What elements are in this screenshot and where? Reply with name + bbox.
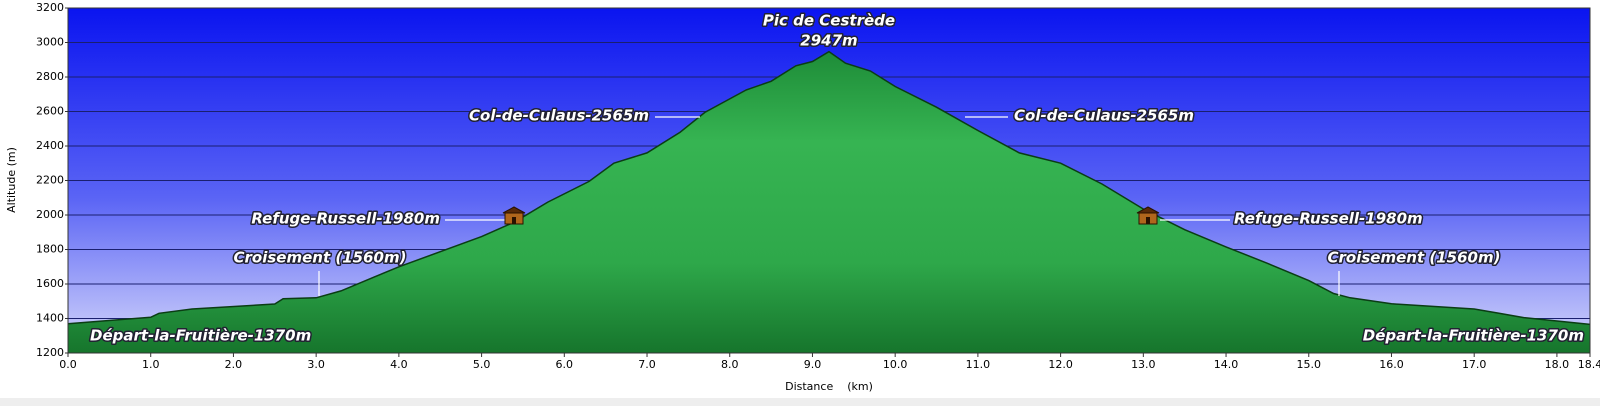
annotation: Col-de-Culaus-2565m [469, 107, 649, 125]
y-tick-label: 2200 [36, 174, 64, 187]
y-axis-title: Altitude (m) [5, 147, 18, 213]
y-tick-label: 1200 [36, 346, 64, 359]
hut-door [512, 217, 516, 224]
annotation: Pic de Cestrède [763, 12, 895, 30]
y-tick-label: 2600 [36, 105, 64, 118]
x-tick-label: 18.4 [1578, 358, 1600, 371]
y-tick-label: 1600 [36, 277, 64, 290]
footer-strip [0, 398, 1600, 406]
y-tick-label: 1800 [36, 243, 64, 256]
x-tick-label: 2.0 [225, 358, 243, 371]
annotation: Refuge-Russell-1980m [1234, 210, 1423, 228]
annotation: Col-de-Culaus-2565m [1014, 107, 1194, 125]
x-tick-label: 18.0 [1545, 358, 1570, 371]
y-tick-label: 3000 [36, 36, 64, 49]
annotation: Départ-la-Fruitière-1370m [90, 327, 311, 345]
annotation: Départ-la-Fruitière-1370m [1363, 327, 1584, 345]
profile-line [67, 50, 1591, 326]
hut-door [1146, 217, 1150, 224]
y-tick-label: 1400 [36, 312, 64, 325]
hut-icon [502, 206, 526, 225]
x-tick-label: 12.0 [1048, 358, 1073, 371]
x-tick-label: 0.0 [59, 358, 77, 371]
x-tick-label: 1.0 [142, 358, 160, 371]
x-tick-label: 6.0 [556, 358, 574, 371]
x-tick-label: 17.0 [1462, 358, 1487, 371]
hut-icon [1136, 206, 1160, 225]
x-axis-title: Distance (km) [785, 380, 873, 393]
x-tick-label: 14.0 [1214, 358, 1239, 371]
annotation: Croisement (1560m) [1328, 249, 1501, 267]
y-tick-label: 3200 [36, 1, 64, 14]
x-tick-label: 7.0 [638, 358, 656, 371]
y-tick-label: 2000 [36, 208, 64, 221]
x-tick-label: 4.0 [390, 358, 408, 371]
annotation: 2947m [800, 32, 857, 50]
x-tick-label: 5.0 [473, 358, 491, 371]
x-tick-label: 16.0 [1379, 358, 1404, 371]
x-tick-label: 3.0 [307, 358, 325, 371]
x-tick-label: 11.0 [966, 358, 991, 371]
x-tick-label: 10.0 [883, 358, 908, 371]
x-tick-label: 8.0 [721, 358, 739, 371]
annotation: Croisement (1560m) [234, 249, 407, 267]
x-tick-label: 13.0 [1131, 358, 1156, 371]
annotation: Refuge-Russell-1980m [251, 210, 440, 228]
y-tick-label: 2400 [36, 139, 64, 152]
area-fill [68, 51, 1590, 353]
y-tick-label: 2800 [36, 70, 64, 83]
x-tick-label: 9.0 [804, 358, 822, 371]
x-tick-label: 15.0 [1297, 358, 1322, 371]
